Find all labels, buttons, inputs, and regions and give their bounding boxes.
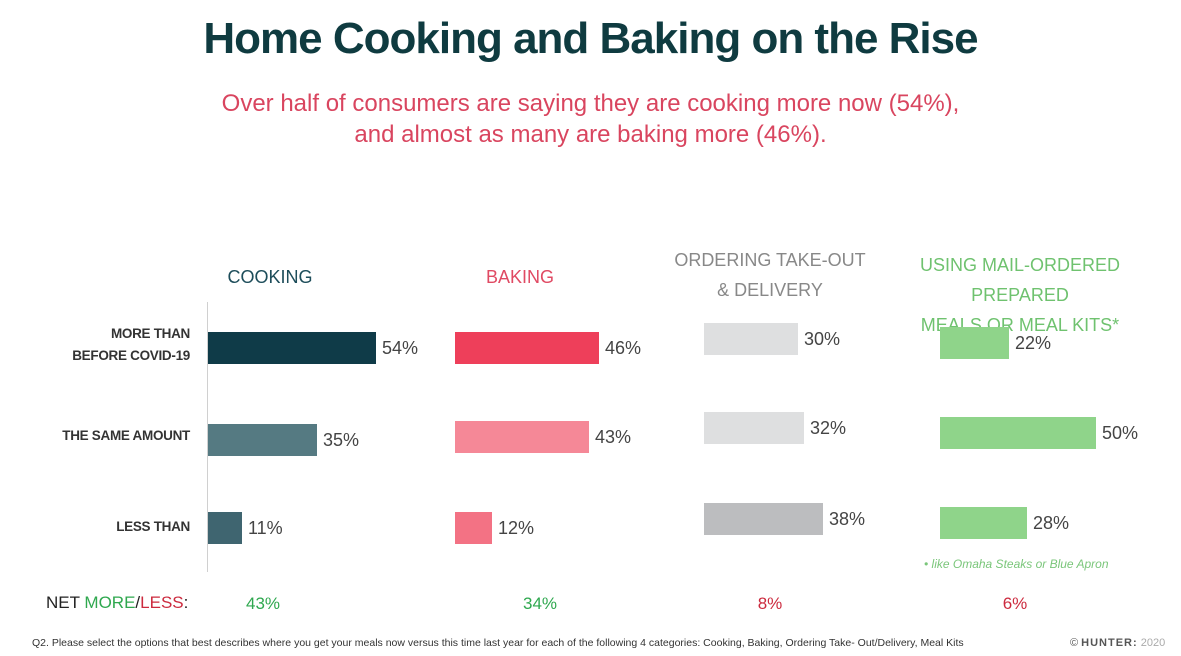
category-label-line: THE SAME AMOUNT: [62, 428, 190, 443]
data-label: 38%: [829, 509, 866, 529]
data-label: 50%: [1102, 423, 1139, 443]
series-header-line: BAKING: [485, 267, 555, 287]
data-label: 28%: [1033, 513, 1070, 533]
series-header: USING MAIL-ORDERED PREPARED MEALS OR MEAL…: [870, 250, 1170, 340]
series-header-line: COOKING: [227, 267, 313, 287]
series-header-line: & DELIVERY: [717, 280, 823, 300]
data-label: 22%: [1015, 333, 1052, 353]
category-label-line: LESS THAN: [116, 519, 190, 534]
bar: [940, 417, 1096, 449]
net-suffix: :: [183, 593, 189, 612]
data-label: 30%: [804, 329, 841, 349]
category-label: LESS THAN: [40, 516, 190, 538]
data-label: 46%: [605, 338, 642, 358]
data-label: 32%: [810, 418, 847, 438]
brand-credit: © HUNTER: 2020: [1070, 637, 1165, 649]
brand-name: HUNTER:: [1081, 637, 1138, 649]
bar: [940, 327, 1009, 359]
data-label: 54%: [382, 338, 419, 358]
chart-subtitle-line-1: Over half of consumers are saying they a…: [221, 90, 960, 117]
bar: [940, 507, 1027, 539]
data-label: 11%: [248, 518, 283, 538]
bar: [455, 512, 492, 544]
net-less-word: LESS: [140, 593, 184, 612]
bar: [455, 332, 599, 364]
net-more-less-label: NET MORE/LESS:: [46, 593, 188, 613]
series-header: BAKING: [455, 262, 585, 292]
net-prefix: NET: [46, 593, 85, 612]
chart-title: Home Cooking and Baking on the Rise: [203, 14, 978, 63]
category-label: MORE THAN BEFORE COVID-19: [40, 323, 190, 367]
category-label-line: MORE THAN: [110, 326, 190, 341]
category-label: THE SAME AMOUNT: [40, 425, 190, 447]
series-header: ORDERING TAKE-OUT & DELIVERY: [660, 245, 880, 305]
net-value: 43%: [245, 594, 281, 613]
net-slash: /: [135, 593, 141, 612]
brand-year: 2020: [1140, 637, 1166, 649]
bar: [208, 424, 317, 456]
category-label-line: BEFORE COVID-19: [72, 348, 190, 363]
data-label: 43%: [595, 427, 632, 447]
category-axis-line: [207, 302, 208, 572]
net-value: 6%: [1002, 594, 1028, 613]
chart-subtitle-line-2: and almost as many are baking more (46%)…: [354, 121, 827, 148]
bar: [704, 503, 823, 535]
bar: [704, 323, 798, 355]
bar: [208, 512, 242, 544]
series-header: COOKING: [210, 262, 330, 292]
series-header-line: ORDERING TAKE-OUT: [674, 250, 866, 270]
net-value: 34%: [522, 594, 558, 613]
data-label: 12%: [498, 518, 535, 538]
bar: [704, 412, 804, 444]
meal-kit-footnote: • like Omaha Steaks or Blue Apron: [924, 557, 1109, 571]
net-more-word: MORE: [84, 593, 136, 612]
series-header-line: USING MAIL-ORDERED PREPARED: [919, 255, 1121, 305]
data-label: 35%: [323, 430, 360, 450]
net-value: 8%: [757, 594, 783, 613]
survey-question-note: Q2. Please select the options that best …: [32, 637, 964, 649]
copyright-symbol: ©: [1070, 637, 1079, 649]
bar: [455, 421, 589, 453]
bar: [208, 332, 376, 364]
